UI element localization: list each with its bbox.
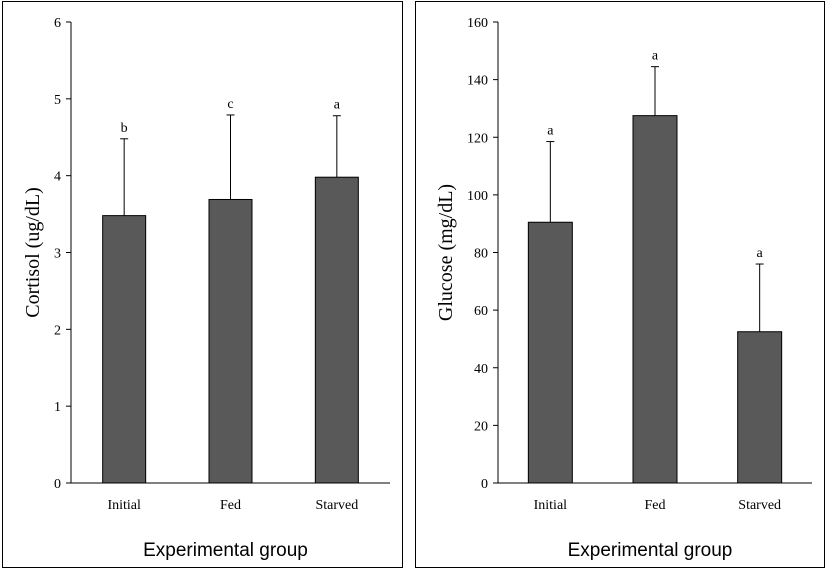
y-tick-label: 0	[54, 477, 61, 492]
category-label: Fed	[645, 498, 666, 513]
category-label: Fed	[220, 498, 241, 513]
significance-label: a	[547, 124, 554, 139]
y-axis-label: Cortisol (ug/dL)	[22, 187, 44, 318]
category-label: Initial	[534, 498, 568, 513]
bar-initial	[527, 221, 573, 484]
y-tick-label: 1	[54, 400, 61, 415]
y-tick-label: 100	[467, 189, 488, 204]
y-tick-label: 60	[474, 304, 488, 319]
y-tick-label: 140	[467, 74, 488, 89]
category-label: Starved	[738, 498, 781, 513]
cortisol-chart-panel: 0 1 2 3 4 5 6 b Initial c Fed a Starved Experimental …	[2, 1, 403, 568]
category-label: Starved	[315, 498, 358, 513]
y-tick-label: 4	[54, 170, 61, 185]
bar-fed	[632, 115, 678, 484]
y-tick-label: 5	[54, 93, 61, 108]
y-tick-label: 0	[481, 477, 488, 492]
y-tick-label: 80	[474, 247, 488, 262]
bar-fed	[208, 198, 253, 484]
category-label: Initial	[107, 498, 141, 513]
y-tick-label: 20	[474, 419, 488, 434]
x-axis-label: Experimental group	[143, 540, 308, 561]
y-tick-label: 120	[467, 131, 488, 146]
glucose-chart: 0 20 40 60 80 100 120 140 160 a Initial a Fed a Starve…	[435, 16, 812, 561]
y-tick-label: 3	[54, 247, 61, 262]
y-tick-label: 40	[474, 362, 488, 377]
significance-label: a	[757, 246, 764, 261]
glucose-chart-panel: 0 20 40 60 80 100 120 140 160 a Initial a Fed a Starve…	[415, 1, 825, 568]
significance-label: a	[334, 98, 341, 113]
x-axis-label: Experimental group	[568, 540, 733, 561]
significance-label: a	[652, 49, 659, 64]
y-tick-label: 2	[54, 323, 61, 338]
y-axis-label: Glucose (mg/dL)	[435, 184, 457, 321]
bar-starved	[737, 331, 783, 484]
significance-label: b	[121, 121, 128, 136]
bar-initial	[102, 215, 147, 484]
y-tick-label: 160	[467, 16, 488, 31]
significance-label: c	[227, 97, 233, 112]
y-tick-label: 6	[54, 16, 61, 31]
bar-starved	[314, 176, 359, 484]
cortisol-chart: 0 1 2 3 4 5 6 b Initial c Fed a Starved Experimental …	[22, 16, 390, 561]
